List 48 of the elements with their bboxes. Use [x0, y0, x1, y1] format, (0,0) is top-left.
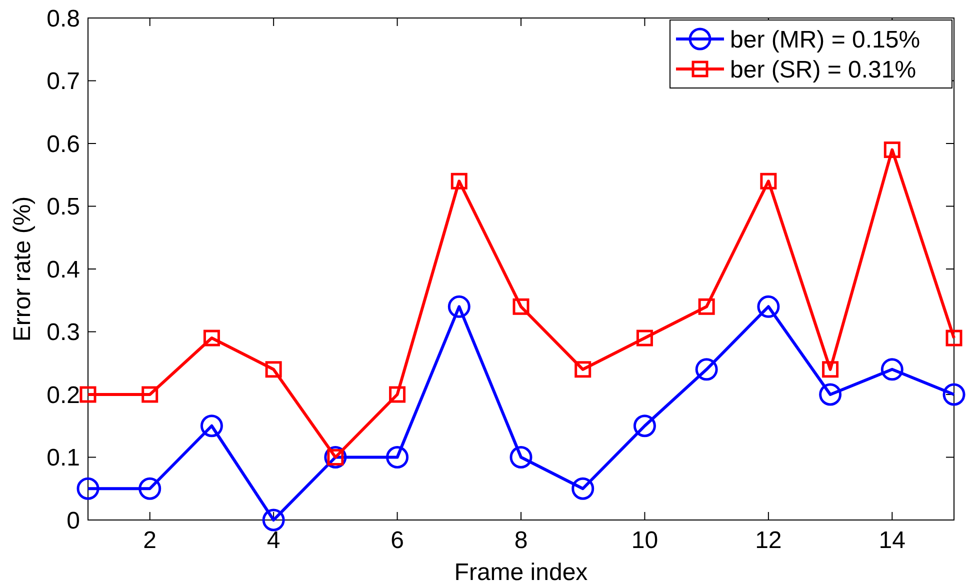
point [262, 508, 285, 532]
point [80, 386, 96, 403]
point [142, 386, 158, 403]
point [138, 477, 162, 500]
x-tick-label: 10 [631, 527, 658, 554]
point [942, 383, 966, 406]
x-tick-label: 14 [878, 527, 906, 554]
point [572, 477, 594, 500]
point [822, 361, 839, 378]
x-tick-label: 6 [390, 527, 404, 554]
y-tick-label: 0.4 [46, 256, 80, 284]
point [203, 330, 220, 346]
y-tick-label: 0.1 [46, 444, 80, 472]
point [757, 295, 780, 318]
point [574, 361, 592, 378]
y-tick-label: 0.5 [46, 194, 80, 221]
point [76, 477, 100, 500]
point [386, 446, 409, 468]
y-axis-title: Error rate (%) [9, 196, 36, 342]
x-tick-label: 4 [266, 527, 280, 554]
point [633, 414, 656, 438]
point [636, 330, 653, 346]
point [450, 172, 468, 190]
y-tick-label: 0.7 [46, 68, 80, 96]
y-tick-label: 0.8 [46, 5, 80, 32]
legend-label: ber (MR) = 0.15% [730, 26, 920, 54]
point [265, 361, 282, 378]
y-tick-label: 0.6 [46, 130, 80, 158]
x-tick-label: 8 [514, 527, 528, 554]
point [946, 330, 962, 346]
point [760, 172, 777, 190]
y-tick-label: 0 [66, 507, 80, 534]
point [695, 358, 718, 381]
x-axis-title: Frame index [454, 559, 588, 586]
point [512, 298, 530, 315]
point [448, 295, 470, 318]
point [510, 446, 532, 468]
point [389, 386, 406, 403]
x-tick-label: 12 [755, 527, 782, 554]
point [819, 383, 842, 406]
x-tick-label: 2 [143, 527, 157, 554]
legend-label: ber (SR) = 0.31% [730, 56, 916, 84]
y-tick-label: 0.2 [46, 382, 80, 409]
point [698, 298, 715, 315]
point [880, 358, 904, 381]
point [884, 142, 900, 158]
y-tick-label: 0.3 [46, 319, 80, 346]
point [200, 414, 223, 438]
